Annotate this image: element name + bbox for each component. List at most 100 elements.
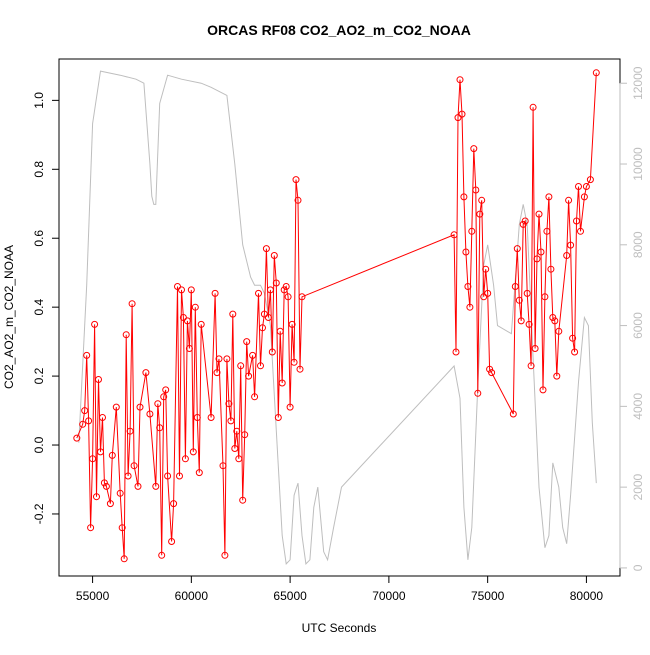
data-point: [586, 176, 594, 184]
data-point: [257, 362, 264, 370]
data-point: [237, 362, 245, 370]
data-point: [235, 455, 243, 463]
data-point: [531, 345, 539, 352]
data-point: [539, 386, 547, 394]
data-point: [142, 369, 150, 377]
data-point: [79, 420, 87, 428]
data-point: [482, 265, 490, 273]
data-point: [112, 403, 120, 411]
data-point: [154, 400, 162, 408]
data-point: [525, 320, 533, 328]
data-point: [130, 462, 138, 470]
data-point: [533, 255, 541, 263]
data-point: [553, 372, 561, 380]
data-point: [290, 358, 298, 366]
data-point: [288, 320, 296, 328]
data-point: [170, 500, 178, 508]
data-point: [189, 448, 197, 456]
data-point: [450, 231, 458, 239]
data-point: [460, 193, 468, 201]
x-axis: 55000 60000 65000 70000 75000 80000: [76, 575, 603, 603]
data-point: [517, 317, 525, 325]
data-point: [213, 369, 221, 377]
x-tick-label: 60000: [175, 589, 209, 603]
data-point: [284, 293, 292, 301]
data-point: [270, 252, 278, 259]
data-point: [592, 69, 600, 77]
data-point: [298, 293, 306, 301]
data-point: [472, 186, 480, 194]
data-point: [555, 327, 563, 335]
data-point: [95, 376, 102, 383]
data-point: [116, 489, 124, 497]
data-point: [276, 327, 284, 335]
x-tick-label: 75000: [471, 589, 505, 603]
right-y-tick-label: 12000: [631, 66, 645, 100]
data-point: [106, 500, 114, 508]
y-tick-label: 0.2: [32, 367, 46, 384]
data-point: [580, 193, 588, 201]
x-tick-label: 65000: [273, 589, 307, 603]
data-point: [174, 283, 181, 290]
y-axis: -0.2 0.0 0.2 0.4 0.6 0.8 1.0: [32, 92, 60, 524]
data-point: [535, 210, 543, 218]
data-point: [152, 482, 160, 490]
data-point: [521, 217, 529, 225]
data-point: [134, 482, 142, 490]
data-point: [176, 472, 183, 480]
data-point: [509, 410, 517, 418]
data-point: [292, 176, 300, 184]
data-point: [513, 245, 521, 253]
data-point: [468, 227, 476, 235]
data-point: [464, 283, 472, 290]
data-point: [454, 114, 462, 122]
data-point: [268, 348, 276, 356]
data-point: [272, 279, 280, 287]
y-tick-label: 0.0: [32, 436, 46, 453]
right-y-tick-label: 10000: [631, 147, 645, 181]
data-point: [294, 196, 302, 204]
altitude-series: [78, 70, 597, 565]
y-tick-label: 1.0: [32, 92, 46, 109]
data-point: [523, 289, 531, 297]
data-point: [118, 524, 126, 532]
right-y-tick-label: 4000: [631, 393, 645, 420]
data-point: [541, 293, 549, 301]
data-point: [274, 414, 282, 421]
data-point: [215, 355, 223, 363]
data-point: [511, 283, 519, 290]
data-point: [241, 431, 249, 439]
series-line: [76, 72, 597, 559]
data-point: [582, 183, 590, 190]
data-point: [227, 417, 235, 425]
right-y-axis: 0 2000 4000 6000 8000 10000 12000: [619, 66, 645, 571]
data-point: [97, 448, 104, 456]
data-point: [567, 241, 575, 249]
data-point: [458, 110, 466, 118]
x-tick-label: 55000: [76, 589, 110, 603]
data-point: [543, 227, 551, 235]
data-point: [219, 462, 227, 470]
data-point: [569, 334, 577, 342]
data-point: [466, 303, 474, 311]
data-point: [73, 434, 81, 442]
data-point: [191, 303, 199, 311]
data-point: [231, 445, 239, 452]
right-y-tick-label: 0: [631, 564, 645, 571]
data-point: [563, 252, 571, 259]
data-point: [126, 427, 134, 435]
x-axis-label: UTC Seconds: [302, 621, 377, 635]
data-point: [181, 455, 189, 463]
data-point: [549, 314, 557, 321]
data-point: [537, 248, 545, 256]
data-point: [81, 407, 89, 415]
right-y-tick-label: 6000: [631, 312, 645, 339]
data-point: [233, 427, 241, 435]
y-tick-label: 0.4: [32, 298, 46, 315]
data-point: [158, 551, 166, 559]
data-point: [577, 227, 584, 235]
data-point: [259, 324, 266, 332]
data-point: [545, 193, 553, 201]
